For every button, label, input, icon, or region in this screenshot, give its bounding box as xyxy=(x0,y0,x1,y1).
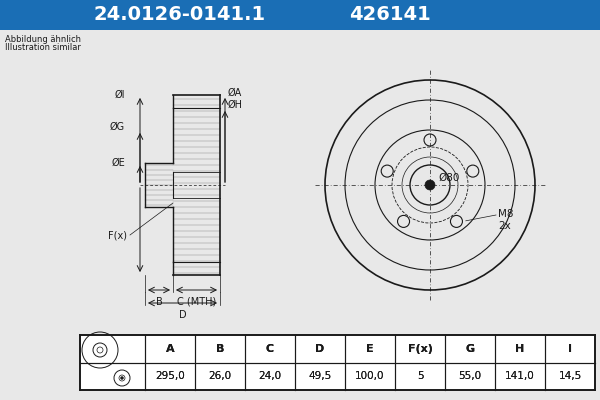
Text: 141,0: 141,0 xyxy=(505,371,535,381)
Text: D: D xyxy=(179,310,187,320)
Text: ØI: ØI xyxy=(115,90,125,100)
Text: G: G xyxy=(466,344,475,354)
Text: B: B xyxy=(216,344,224,354)
FancyBboxPatch shape xyxy=(80,335,595,390)
Text: D: D xyxy=(316,344,325,354)
Text: 49,5: 49,5 xyxy=(308,371,332,381)
Text: D: D xyxy=(316,344,325,354)
Text: Ø80: Ø80 xyxy=(438,173,460,183)
Text: C: C xyxy=(266,344,274,354)
Text: 49,5: 49,5 xyxy=(308,371,332,381)
Text: 426141: 426141 xyxy=(349,6,431,24)
Text: E: E xyxy=(366,344,374,354)
Text: 14,5: 14,5 xyxy=(559,371,581,381)
Text: 100,0: 100,0 xyxy=(355,371,385,381)
Text: C: C xyxy=(266,344,274,354)
Text: B: B xyxy=(216,344,224,354)
Text: I: I xyxy=(568,344,572,354)
Text: 55,0: 55,0 xyxy=(458,371,482,381)
Text: F(x): F(x) xyxy=(108,230,127,240)
Text: H: H xyxy=(515,344,524,354)
Text: 295,0: 295,0 xyxy=(155,371,185,381)
Text: 100,0: 100,0 xyxy=(355,371,385,381)
Text: 26,0: 26,0 xyxy=(208,371,232,381)
Text: 295,0: 295,0 xyxy=(155,371,185,381)
Text: Abbildung ähnlich: Abbildung ähnlich xyxy=(5,35,81,44)
Text: E: E xyxy=(366,344,374,354)
Text: ØA: ØA xyxy=(228,88,242,98)
Text: 5: 5 xyxy=(416,371,424,381)
Text: 24.0126-0141.1: 24.0126-0141.1 xyxy=(94,6,266,24)
Text: A: A xyxy=(166,344,175,354)
FancyBboxPatch shape xyxy=(0,0,600,30)
Text: B: B xyxy=(155,297,163,307)
Text: H: H xyxy=(515,344,524,354)
Circle shape xyxy=(121,376,124,380)
Text: 55,0: 55,0 xyxy=(458,371,482,381)
Text: Illustration similar: Illustration similar xyxy=(5,43,81,52)
Text: ØE: ØE xyxy=(111,158,125,168)
Text: C (MTH): C (MTH) xyxy=(177,297,216,307)
Circle shape xyxy=(425,180,435,190)
Text: A: A xyxy=(166,344,175,354)
Text: 14,5: 14,5 xyxy=(559,371,581,381)
Text: ØG: ØG xyxy=(110,122,125,132)
Text: F(x): F(x) xyxy=(407,344,433,354)
Text: G: G xyxy=(466,344,475,354)
Text: I: I xyxy=(568,344,572,354)
Text: ØH: ØH xyxy=(228,100,243,110)
Text: 26,0: 26,0 xyxy=(208,371,232,381)
Text: 24,0: 24,0 xyxy=(259,371,281,381)
Text: 141,0: 141,0 xyxy=(505,371,535,381)
Text: 5: 5 xyxy=(416,371,424,381)
Text: M8
2x: M8 2x xyxy=(498,209,514,231)
Text: 24,0: 24,0 xyxy=(259,371,281,381)
Text: F(x): F(x) xyxy=(407,344,433,354)
